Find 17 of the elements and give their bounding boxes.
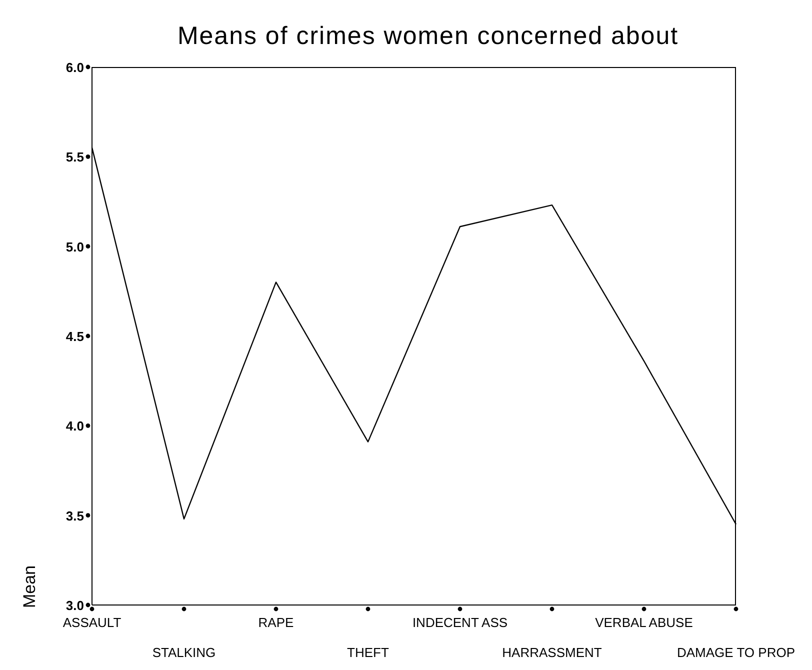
- x-tick-label: RAPE: [258, 615, 294, 630]
- y-tick-label: 3.0: [66, 598, 84, 613]
- x-tick-label: ASSAULT: [62, 615, 122, 630]
- x-tick-label: STALKING: [152, 645, 216, 660]
- chart-title: Means of crimes women concerned about: [176, 22, 680, 51]
- y-tick-label: 6.0: [66, 60, 84, 75]
- y-tick-label: 4.5: [66, 329, 84, 344]
- x-tick-label: INDECENT ASS: [412, 615, 508, 630]
- x-tick-label: THEFT: [347, 645, 389, 660]
- y-tick-label: 5.0: [66, 239, 84, 254]
- y-tick-label: 4.0: [66, 418, 84, 434]
- y-axis-title: Mean: [20, 565, 40, 608]
- x-tick-label: VERBAL ABUSE: [595, 615, 694, 630]
- y-tick-label: 5.5: [66, 150, 84, 165]
- y-tick-label: 3.5: [66, 508, 84, 524]
- x-tick-label: HARRASSMENT: [502, 645, 602, 660]
- x-tick-label: DAMAGE TO PROP: [677, 645, 795, 660]
